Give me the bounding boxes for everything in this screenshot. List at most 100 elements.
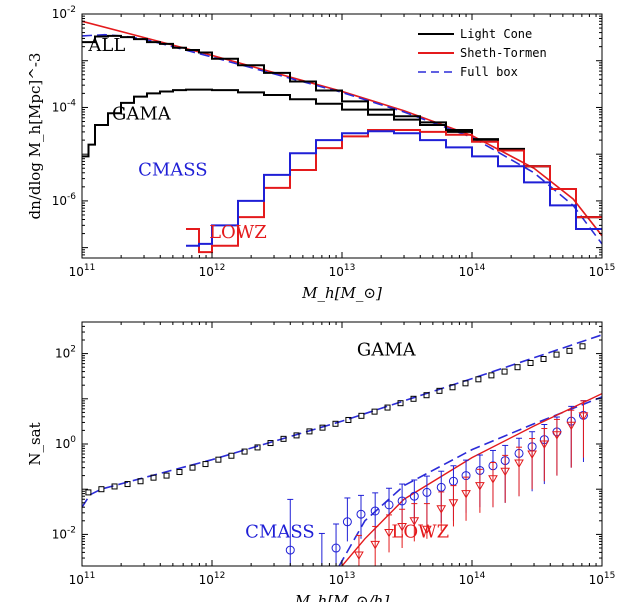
data-point	[163, 472, 170, 479]
series-cmass-histogram	[186, 130, 602, 247]
bottom-panel-satellite-occupation: 1011 1012 1013 1014 1015 10-2 100 102 GAMA CMASS L…	[26, 321, 616, 602]
data-point	[409, 517, 420, 526]
data-point	[539, 440, 550, 450]
plot-frame	[81, 13, 603, 259]
data-point	[410, 395, 417, 402]
data-point	[436, 505, 447, 514]
y-tick-label: 100	[55, 435, 76, 451]
y-tick-label: 10-2	[52, 5, 76, 21]
data-point	[241, 448, 248, 455]
data-point	[318, 568, 326, 576]
series-cmass-fit-line	[338, 396, 602, 566]
annotation-all: ALL	[87, 35, 125, 56]
top-panel-mass-function: 1011 1012 1013 1014 1015 10-6 10-4 10-2 ALL GAMA C…	[26, 5, 615, 302]
annotation-gama: GAMA	[112, 104, 172, 125]
x-tick-label: 1014	[459, 571, 486, 587]
data-point	[356, 509, 366, 519]
data-point	[397, 522, 407, 532]
y-axis-label: dn/dlog M_h[Mpc]^-3	[26, 53, 44, 220]
legend-entry-label: Sheth-Tormen	[460, 46, 547, 60]
plot-frame	[81, 321, 603, 567]
data-point	[397, 496, 407, 506]
data-point	[384, 404, 391, 411]
data-point	[579, 343, 586, 350]
data-point	[552, 431, 562, 440]
x-tick-label: 1014	[459, 263, 486, 279]
data-point	[306, 428, 313, 435]
x-tick-label: 1015	[589, 263, 616, 279]
data-point	[331, 543, 341, 553]
data-point	[448, 499, 459, 508]
y-tick-label: 10-2	[52, 525, 76, 541]
x-tick-label: 1013	[329, 571, 356, 587]
data-point	[150, 474, 157, 481]
data-point	[409, 491, 419, 501]
x-tick-label: 1011	[69, 571, 96, 587]
data-point	[124, 481, 131, 488]
annotation-cmass: CMASS	[138, 159, 208, 180]
data-point	[371, 408, 378, 415]
x-axis-label: M_h[M_⊙/h]	[294, 592, 390, 602]
series-lowz-points	[354, 400, 589, 566]
data-point	[436, 482, 446, 492]
legend-entry-label: Light Cone	[460, 27, 532, 41]
data-point	[358, 412, 365, 419]
data-point	[449, 384, 456, 391]
series-lowz-histogram	[186, 128, 602, 254]
data-point	[423, 392, 430, 399]
data-point	[488, 372, 495, 379]
legend-entry-label: Full box	[460, 65, 518, 79]
data-point	[500, 467, 511, 477]
x-tick-label: 1011	[69, 263, 96, 279]
data-point	[514, 364, 521, 371]
data-point	[462, 380, 469, 387]
data-point	[254, 444, 261, 451]
x-tick-label: 1015	[589, 571, 616, 587]
data-point	[461, 490, 471, 499]
tick-marks	[81, 321, 603, 567]
x-axis-label: M_h[M_⊙]	[301, 284, 382, 302]
data-point	[540, 355, 547, 362]
data-point	[578, 412, 589, 421]
x-tick-label: 1012	[199, 263, 226, 279]
series-cmass-points	[285, 400, 588, 576]
data-point	[384, 529, 394, 538]
data-point	[293, 432, 300, 439]
data-point	[514, 459, 524, 469]
series-lowz-fit-line	[341, 393, 602, 566]
annotation-gama: GAMA	[357, 340, 417, 361]
data-point	[228, 452, 235, 459]
series-gama-points	[85, 343, 586, 496]
data-point	[370, 506, 380, 516]
data-point	[422, 487, 432, 497]
series-all-histogram	[82, 34, 602, 219]
y-tick-label: 10-4	[52, 98, 77, 114]
data-point	[370, 540, 381, 550]
data-point	[189, 464, 196, 471]
data-point	[566, 347, 573, 354]
data-point	[176, 469, 183, 476]
data-point	[384, 500, 394, 510]
data-point	[354, 551, 364, 561]
data-point	[527, 359, 534, 366]
data-point	[345, 416, 352, 423]
data-point	[332, 420, 339, 427]
y-axis-label: N_sat	[26, 422, 44, 465]
plot-area	[82, 334, 602, 576]
data-point	[436, 387, 443, 394]
data-point	[215, 456, 222, 463]
annotation-lowz: LOWZ	[209, 222, 267, 243]
data-point	[527, 450, 537, 460]
data-point	[422, 525, 432, 535]
data-point	[475, 482, 485, 491]
data-point	[267, 440, 274, 447]
annotation-cmass: CMASS	[245, 522, 315, 543]
legend: Light Cone Sheth-Tormen Full box	[412, 20, 596, 84]
data-point	[566, 421, 577, 431]
data-point	[319, 424, 326, 431]
data-point	[202, 461, 209, 468]
annotation-lowz: LOWZ	[391, 522, 449, 543]
plot-area	[82, 20, 602, 254]
y-tick-label: 102	[55, 345, 76, 361]
